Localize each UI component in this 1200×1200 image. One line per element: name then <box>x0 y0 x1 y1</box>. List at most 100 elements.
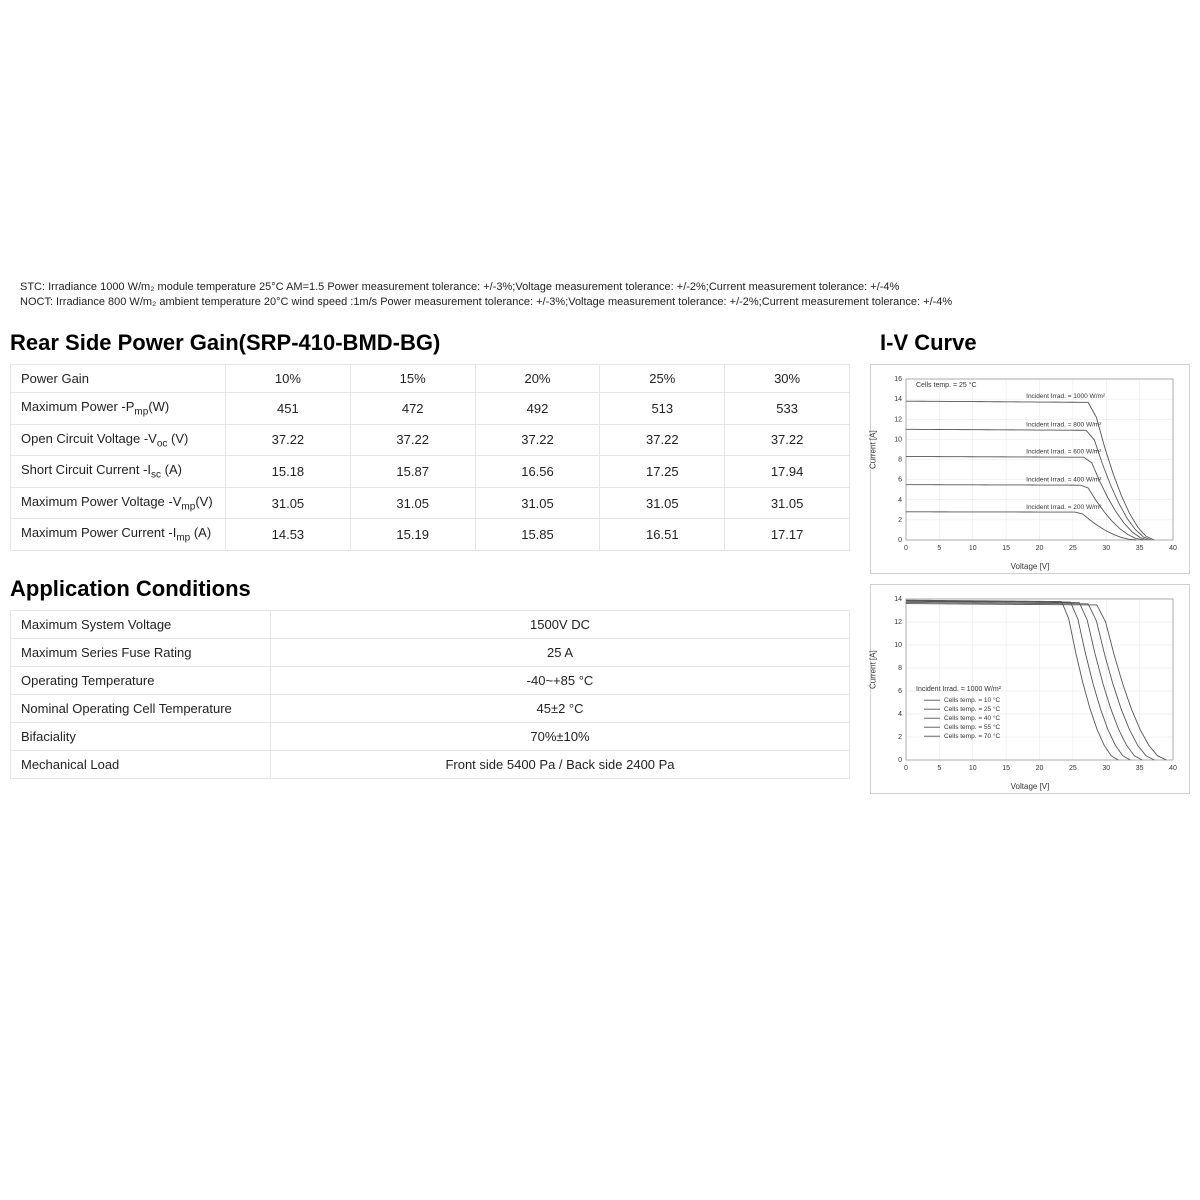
x-axis-label: Voltage [V] <box>1011 562 1050 571</box>
cell: 70%±10% <box>271 722 850 750</box>
svg-text:0: 0 <box>904 545 908 552</box>
svg-text:0: 0 <box>898 537 902 544</box>
row-label: Maximum Power Current -Imp (A) <box>11 519 226 551</box>
table-row: Operating Temperature-40~+85 °C <box>11 666 850 694</box>
cell: 25 A <box>271 638 850 666</box>
cell: 451 <box>226 393 351 425</box>
iv-chart-temperature: 051015202530354002468101214Incident Irra… <box>870 584 1190 794</box>
cell: 31.05 <box>350 487 475 519</box>
svg-text:Incident Irrad. = 800 W/m²: Incident Irrad. = 800 W/m² <box>1026 421 1102 428</box>
svg-text:0: 0 <box>904 765 908 772</box>
svg-text:4: 4 <box>898 497 902 504</box>
svg-text:10: 10 <box>894 642 902 649</box>
svg-text:30: 30 <box>1102 765 1110 772</box>
table-row: Short Circuit Current -Isc (A)15.1815.87… <box>11 456 850 488</box>
cell: 30% <box>725 365 850 393</box>
svg-text:8: 8 <box>898 665 902 672</box>
svg-text:6: 6 <box>898 688 902 695</box>
table-row: Maximum System Voltage1500V DC <box>11 610 850 638</box>
row-label: Maximum System Voltage <box>11 610 271 638</box>
right-column: I-V Curve 05101520253035400246810121416I… <box>870 320 1190 804</box>
x-axis-label: Voltage [V] <box>1011 782 1050 791</box>
svg-text:6: 6 <box>898 477 902 484</box>
rear-gain-table: Power Gain10%15%20%25%30%Maximum Power -… <box>10 364 850 551</box>
svg-text:25: 25 <box>1069 765 1077 772</box>
cell: 513 <box>600 393 725 425</box>
cell: 492 <box>475 393 600 425</box>
cell: 472 <box>350 393 475 425</box>
svg-text:12: 12 <box>894 416 902 423</box>
svg-text:10: 10 <box>894 436 902 443</box>
cell: 37.22 <box>600 424 725 456</box>
table-row: Mechanical LoadFront side 5400 Pa / Back… <box>11 750 850 778</box>
cell: 15% <box>350 365 475 393</box>
left-column: Rear Side Power Gain(SRP-410-BMD-BG) Pow… <box>10 320 850 804</box>
cell: 17.17 <box>725 519 850 551</box>
svg-text:25: 25 <box>1069 545 1077 552</box>
cell: 31.05 <box>226 487 351 519</box>
cell: 15.19 <box>350 519 475 551</box>
table-row: Maximum Power Voltage -Vmp(V)31.0531.053… <box>11 487 850 519</box>
row-label: Bifaciality <box>11 722 271 750</box>
cell: 1500V DC <box>271 610 850 638</box>
row-label: Maximum Series Fuse Rating <box>11 638 271 666</box>
noct-note: NOCT: Irradiance 800 W/m₂ ambient temper… <box>20 295 952 310</box>
table-row: Maximum Power Current -Imp (A)14.5315.19… <box>11 519 850 551</box>
row-label: Maximum Power -Pmp(W) <box>11 393 226 425</box>
svg-text:10: 10 <box>969 545 977 552</box>
svg-text:Cells temp. = 70 °C: Cells temp. = 70 °C <box>944 732 1001 740</box>
row-label: Maximum Power Voltage -Vmp(V) <box>11 487 226 519</box>
cell: 37.22 <box>350 424 475 456</box>
svg-text:14: 14 <box>894 596 902 603</box>
svg-text:40: 40 <box>1169 545 1177 552</box>
cell: 14.53 <box>226 519 351 551</box>
cell: Front side 5400 Pa / Back side 2400 Pa <box>271 750 850 778</box>
svg-text:Incident Irrad. = 1000 W/m²: Incident Irrad. = 1000 W/m² <box>1026 393 1106 400</box>
svg-text:4: 4 <box>898 711 902 718</box>
cell: 31.05 <box>600 487 725 519</box>
cell: 20% <box>475 365 600 393</box>
svg-text:0: 0 <box>898 757 902 764</box>
svg-text:Cells temp. = 10 °C: Cells temp. = 10 °C <box>944 696 1001 704</box>
table-row: Power Gain10%15%20%25%30% <box>11 365 850 393</box>
main-layout: Rear Side Power Gain(SRP-410-BMD-BG) Pow… <box>10 320 1190 804</box>
cell: 45±2 °C <box>271 694 850 722</box>
svg-text:Cells temp. = 25 °C: Cells temp. = 25 °C <box>944 705 1001 713</box>
svg-text:15: 15 <box>1002 765 1010 772</box>
cell: 31.05 <box>475 487 600 519</box>
cell: 17.94 <box>725 456 850 488</box>
rear-gain-title: Rear Side Power Gain(SRP-410-BMD-BG) <box>10 330 850 356</box>
cell: 37.22 <box>725 424 850 456</box>
row-label: Mechanical Load <box>11 750 271 778</box>
svg-text:Cells temp. = 40 °C: Cells temp. = 40 °C <box>944 714 1001 722</box>
cell: 15.85 <box>475 519 600 551</box>
svg-text:10: 10 <box>969 765 977 772</box>
row-label: Short Circuit Current -Isc (A) <box>11 456 226 488</box>
cell: 16.51 <box>600 519 725 551</box>
svg-text:30: 30 <box>1102 545 1110 552</box>
svg-text:35: 35 <box>1136 765 1144 772</box>
svg-text:40: 40 <box>1169 765 1177 772</box>
y-axis-label: Current [A] <box>869 430 878 469</box>
svg-text:Incident Irrad. = 600 W/m²: Incident Irrad. = 600 W/m² <box>1026 448 1102 455</box>
cell: 31.05 <box>725 487 850 519</box>
cell: 17.25 <box>600 456 725 488</box>
table-row: Maximum Power -Pmp(W)451472492513533 <box>11 393 850 425</box>
app-cond-table: Maximum System Voltage1500V DCMaximum Se… <box>10 610 850 779</box>
svg-text:16: 16 <box>894 376 902 383</box>
svg-text:2: 2 <box>898 734 902 741</box>
y-axis-label: Current [A] <box>869 650 878 689</box>
row-label: Power Gain <box>11 365 226 393</box>
cell: 37.22 <box>226 424 351 456</box>
row-label: Operating Temperature <box>11 666 271 694</box>
cell: 533 <box>725 393 850 425</box>
svg-text:Incident Irrad. = 400 W/m²: Incident Irrad. = 400 W/m² <box>1026 477 1102 484</box>
svg-text:Cells temp. = 25 °C: Cells temp. = 25 °C <box>916 381 977 389</box>
svg-text:15: 15 <box>1002 545 1010 552</box>
table-row: Nominal Operating Cell Temperature45±2 °… <box>11 694 850 722</box>
row-label: Nominal Operating Cell Temperature <box>11 694 271 722</box>
app-cond-title: Application Conditions <box>10 576 850 602</box>
svg-text:20: 20 <box>1036 545 1044 552</box>
stc-note: STC: Irradiance 1000 W/m₂ module tempera… <box>20 280 952 295</box>
cell: 37.22 <box>475 424 600 456</box>
